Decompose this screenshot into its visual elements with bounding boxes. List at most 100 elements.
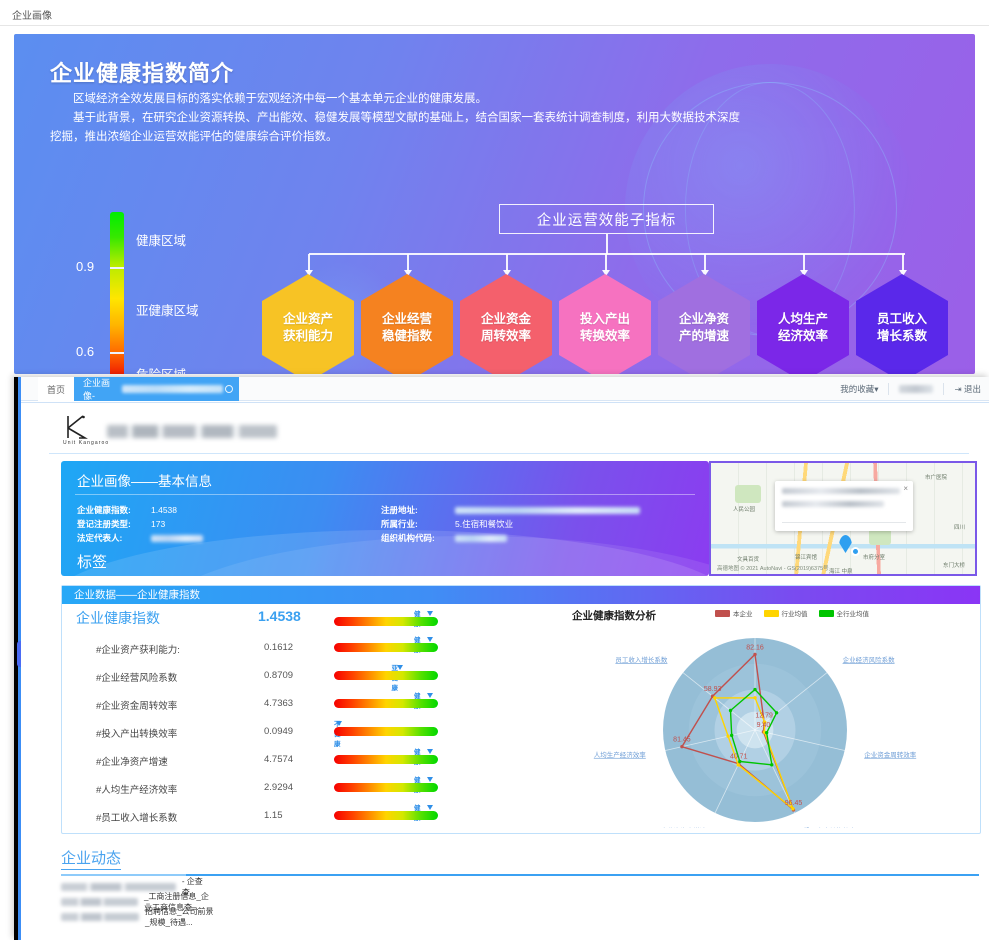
- metric-name: #企业经营风险系数: [96, 673, 178, 684]
- tab-home-label: 首页: [47, 384, 66, 395]
- basic-info-title: 企业画像——基本信息: [77, 474, 212, 489]
- hexagon-3-line2: 周转效率: [480, 329, 531, 343]
- info-key: 登记注册类型:: [77, 519, 131, 529]
- radar-axis-label-6: 人均生产经济效率: [594, 750, 647, 759]
- hexagon-3-line1: 企业资金: [480, 312, 531, 326]
- radar-spoke-2: [754, 672, 828, 731]
- map-label-6: 东门大桥: [943, 563, 966, 569]
- redacted-value: [455, 535, 507, 543]
- metric-bar-gradient: [334, 755, 438, 764]
- map-popup-close-icon[interactable]: ×: [903, 484, 908, 493]
- metric-name: #员工收入增长系数: [96, 813, 178, 824]
- metric-name: #人均生产经济效率: [96, 785, 178, 796]
- legend-item-2[interactable]: 行业均值: [763, 608, 808, 618]
- header-actions: 我的收藏▾ ⇥ 退出: [840, 377, 981, 401]
- connector-drop-6: [803, 254, 805, 271]
- kangaroo-logo-icon: Unit Kangaroo: [61, 414, 108, 448]
- info-value: 5.住宿和餐饮业: [455, 519, 514, 529]
- connector-drop-1: [308, 254, 310, 271]
- hexagon-5: 企业净资 产的增速: [658, 274, 750, 374]
- tab-home[interactable]: 首页: [38, 377, 76, 401]
- connector-arrow-2: [403, 270, 412, 276]
- radar-series-3: [729, 688, 778, 766]
- connector-drop-7: [902, 254, 904, 271]
- news-item[interactable]: 招聘信息_公司前景_规模_待遇...: [61, 907, 214, 927]
- legend-item-1[interactable]: 本企业: [715, 608, 753, 618]
- hexagon-7: 员工收入 增长系数: [856, 274, 948, 374]
- radar-point: [753, 696, 757, 700]
- basic-info-panel: 企业画像——基本信息 企业健康指数: 1.4538 注册地址: 登记注册类型: 173 所…: [61, 461, 709, 576]
- tab-close-icon[interactable]: [225, 385, 233, 393]
- metric-name: #投入产出转换效率: [96, 729, 178, 740]
- radar-point: [791, 807, 795, 811]
- map-label-3: 文具百货: [737, 557, 760, 563]
- connector-arrow-4: [601, 270, 610, 276]
- gauge-gradient-bar: [110, 212, 124, 374]
- info-key: 组织机构代码:: [381, 533, 435, 543]
- connector-drop-3: [506, 254, 508, 271]
- info-key: 法定代表人:: [77, 533, 123, 543]
- radar-axis-label-7: 员工收入增长系数: [615, 655, 668, 664]
- map-label-7: 海江 中泉: [829, 569, 853, 575]
- hexagon-6-line2: 经济效率: [777, 329, 828, 343]
- radar-axis-label-5: 企业净资产增速: [661, 826, 707, 828]
- redacted-value: [151, 535, 203, 543]
- legend-item-3[interactable]: 全行业均值: [818, 608, 870, 618]
- chevron-down-icon: ▾: [874, 384, 879, 394]
- radar-value-label: 12.79: [755, 713, 773, 720]
- intro-topbar: 企业画像: [0, 0, 989, 26]
- user-name-redacted: [899, 385, 934, 393]
- logout-button[interactable]: ⇥ 退出: [954, 383, 981, 395]
- map-location-dot: [851, 547, 860, 556]
- metric-value: 0.1612: [264, 642, 294, 653]
- radar-spoke-7: [682, 672, 756, 731]
- metric-bar-gradient: [334, 811, 438, 820]
- header-divider: [49, 453, 969, 454]
- health-panel-header: 企业数据——企业健康指数: [62, 586, 980, 604]
- metric-value: 2.9294: [264, 782, 294, 793]
- radar-axis-label-3: 企业资金周转效率: [864, 750, 917, 759]
- map-label-0: 人民公园: [733, 507, 756, 513]
- connector-arrow-7: [898, 270, 907, 276]
- connector-arrow-5: [700, 270, 709, 276]
- news-item[interactable]: _工商注册信息_企业工商信息查...: [61, 892, 214, 912]
- enterprise-profile-window: 首页 企业画像- 我的收藏▾ ⇥ 退出: [14, 377, 989, 940]
- tab-enterprise-profile[interactable]: 企业画像-: [74, 377, 239, 401]
- radar-chart-area: 企业健康指数分析 本企业 行业均值 全行业均值 82.16 12.79 9.40 96.4…: [510, 606, 978, 832]
- connector-arrow-6: [799, 270, 808, 276]
- sidebar-collapse-handle[interactable]: [17, 641, 24, 667]
- legend-swatch: [818, 609, 834, 617]
- map-label-4: 锦江宾馆: [795, 555, 818, 561]
- company-name-redacted: [107, 424, 277, 438]
- connector-drop-2: [407, 254, 409, 271]
- map-attribution: 高德地图 © 2021 AutoNavi - GS(2019)6375号: [717, 566, 829, 572]
- metric-bar-marker: [426, 777, 433, 782]
- overall-health-bar-gradient: [334, 617, 438, 626]
- legend-label: 全行业均值: [836, 611, 870, 618]
- gauge-zone-subhealthy: 亚健康区域: [136, 304, 199, 318]
- radar-chart-title: 企业健康指数分析: [572, 610, 656, 622]
- connector-arrow-3: [502, 270, 511, 276]
- favorites-menu[interactable]: 我的收藏▾: [840, 383, 878, 395]
- radar-point: [729, 733, 734, 738]
- radar-value-label: 96.45: [785, 800, 803, 807]
- hexagon-1-line1: 企业资产: [282, 312, 333, 326]
- info-key: 企业健康指数:: [77, 505, 131, 515]
- page-body: Unit Kangaroo 企业画像——基本信息 企业健康指数: 1.4538 注册…: [21, 402, 989, 940]
- map-label-5: 市府分室: [863, 555, 886, 561]
- radar-axis-label-4: 投入产出转换效率: [804, 826, 857, 828]
- location-map[interactable]: 人民公园 市广医院 四川 文具百货 锦江宾馆 市府分室 东门大桥 海江 中泉 ×…: [709, 461, 977, 576]
- hexagon-5-line2: 产的增速: [678, 329, 729, 343]
- hexagon-1: 企业资产 获利能力: [262, 274, 354, 374]
- radar-point: [753, 687, 757, 692]
- map-label-2: 四川: [954, 525, 966, 531]
- hexagon-2: 企业经营 稳健指数: [361, 274, 453, 374]
- hexagon-5-line1: 企业净资: [678, 312, 729, 326]
- info-row-3: 法定代表人: 组织机构代码:: [77, 531, 697, 545]
- health-index-title: 企业健康指数: [76, 610, 160, 626]
- news-item[interactable]: - 企查查: [61, 877, 207, 897]
- radar-point: [736, 763, 740, 767]
- legend-swatch: [763, 609, 779, 617]
